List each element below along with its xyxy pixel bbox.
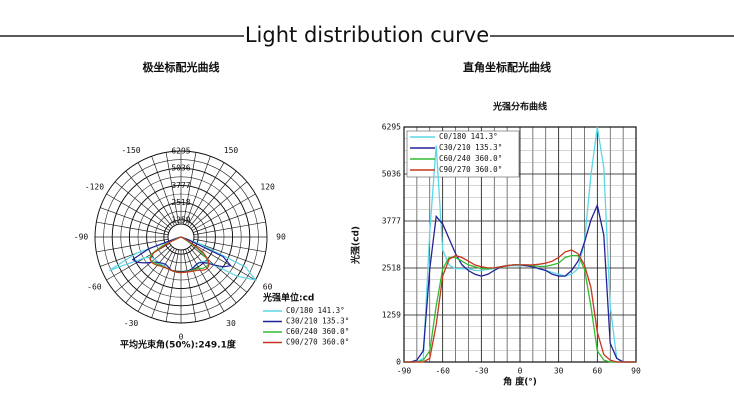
polar-curve bbox=[149, 236, 210, 274]
legend-label: C30/210 135.3° bbox=[286, 317, 349, 326]
polar-footer: 平均光束角(50%):249.1度 bbox=[120, 339, 237, 351]
x-tick-label: -30 bbox=[474, 367, 489, 376]
theta-tick-label: 60 bbox=[263, 283, 273, 292]
polar-minor-ring bbox=[137, 193, 225, 281]
y-tick-label: 5036 bbox=[382, 170, 401, 179]
x-tick-label: -60 bbox=[435, 367, 450, 376]
theta-tick-label: -90 bbox=[74, 233, 89, 242]
line-series bbox=[404, 126, 636, 363]
x-tick-label: -90 bbox=[397, 367, 412, 376]
theta-tick-label: -150 bbox=[121, 146, 140, 155]
line-series bbox=[404, 249, 636, 363]
theta-tick-label: -30 bbox=[124, 319, 139, 328]
legend-label: C30/210 135.3° bbox=[439, 143, 502, 152]
legend-label: C90/270 360.0° bbox=[286, 338, 349, 347]
legend-label: C0/180 141.3° bbox=[439, 132, 498, 141]
theta-tick-label: 120 bbox=[260, 183, 275, 192]
polar-minor-ring bbox=[154, 210, 208, 264]
r-tick-label: 5036 bbox=[171, 164, 190, 173]
polar-ring bbox=[94, 150, 268, 324]
theta-tick-label: 90 bbox=[276, 233, 286, 242]
polar-minor-ring bbox=[120, 176, 242, 298]
theta-tick-label: 30 bbox=[226, 319, 236, 328]
r-tick-label: 1259 bbox=[171, 215, 190, 224]
legend-label: C0/180 141.3° bbox=[286, 306, 345, 315]
polar-ring bbox=[163, 219, 199, 255]
plot-frame bbox=[403, 126, 637, 363]
polar-ring bbox=[111, 167, 251, 307]
legend-label: C60/240 360.0° bbox=[286, 327, 349, 336]
y-tick-label: 0 bbox=[396, 358, 401, 367]
polar-minor-ring bbox=[103, 159, 259, 315]
x-tick-label: 0 bbox=[518, 367, 523, 376]
legend-title: 光强单位:cd bbox=[262, 292, 314, 304]
polar-title: 极坐标配光曲线 bbox=[143, 60, 220, 74]
y-tick-label: 6295 bbox=[382, 123, 401, 132]
polar-ring bbox=[128, 184, 234, 290]
cartesian-subtitle: 光强分布曲线 bbox=[492, 101, 547, 113]
polar-ring bbox=[146, 202, 216, 272]
x-tick-label: 90 bbox=[631, 367, 641, 376]
x-axis-label: 角 度(°) bbox=[503, 376, 537, 388]
theta-tick-label: -60 bbox=[87, 283, 102, 292]
legend-label: C60/240 360.0° bbox=[439, 154, 502, 163]
x-tick-label: 30 bbox=[554, 367, 564, 376]
theta-tick-label: 150 bbox=[224, 146, 239, 155]
page-title: Light distribution curve bbox=[245, 23, 489, 47]
legend-label: C90/270 360.0° bbox=[439, 165, 502, 174]
y-tick-label: 3777 bbox=[382, 217, 401, 226]
y-axis-label: 光强(cd) bbox=[350, 226, 362, 265]
theta-tick-label: -120 bbox=[85, 183, 104, 192]
y-tick-label: 2518 bbox=[382, 264, 401, 273]
r-tick-label: 6295 bbox=[171, 147, 190, 156]
r-tick-label: 3777 bbox=[171, 181, 190, 190]
x-tick-label: 60 bbox=[593, 367, 603, 376]
theta-tick-label: 0 bbox=[179, 333, 184, 342]
cartesian-title: 直角坐标配光曲线 bbox=[463, 60, 551, 74]
y-tick-label: 1259 bbox=[382, 311, 401, 320]
r-tick-label: 2518 bbox=[171, 198, 190, 207]
